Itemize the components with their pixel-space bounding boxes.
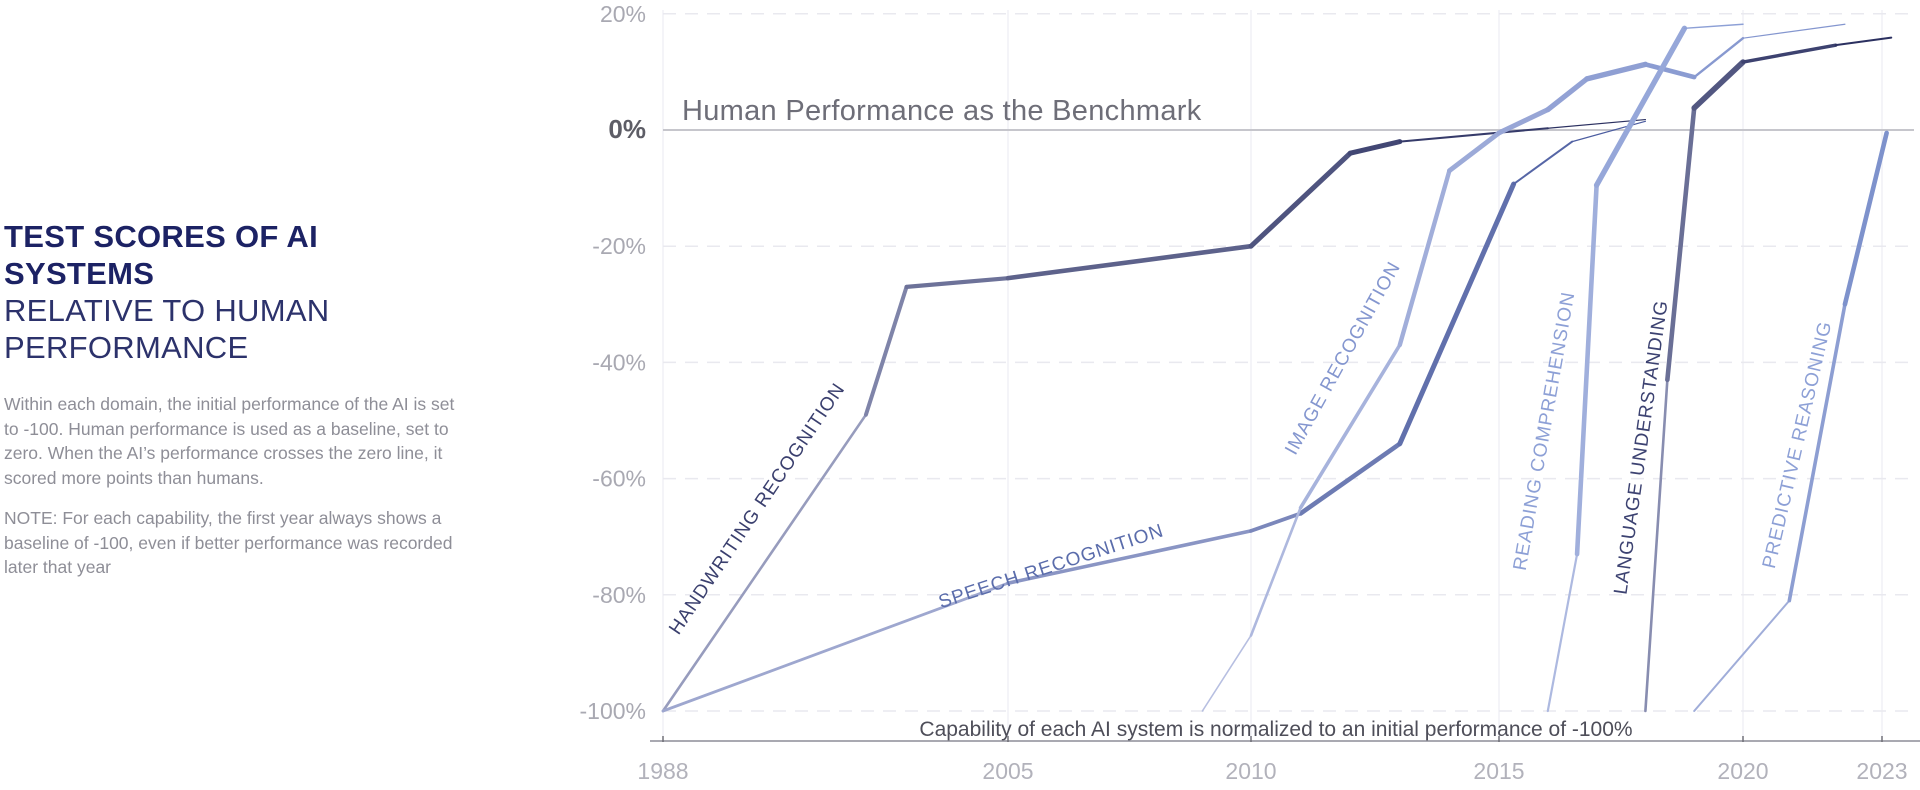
series-speech-segment: [1298, 441, 1403, 516]
chart-description: Within each domain, the initial performa…: [4, 394, 455, 488]
y-tick-label--20%: -20%: [592, 233, 646, 259]
left-text-panel: TEST SCORES OF AI SYSTEMS RELATIVE TO HU…: [4, 218, 466, 580]
series-predictive-segment: [1787, 302, 1847, 603]
series-reading-segment: [1683, 23, 1744, 30]
series-handwriting-segment: [1347, 139, 1403, 156]
series-language-segment: [1644, 378, 1669, 713]
page-title: TEST SCORES OF AI SYSTEMS: [4, 219, 318, 291]
series-label-handwriting: HANDWRITING RECOGNITION: [665, 379, 849, 638]
series-language-segment: [1834, 36, 1893, 47]
y-tick-label-0%: 0%: [608, 114, 646, 144]
series-reading-segment: [1546, 553, 1579, 713]
chart-note: NOTE: For each capability, the first yea…: [4, 508, 453, 577]
series-label-speech: SPEECH RECOGNITION: [936, 520, 1166, 613]
series-speech-segment: [1397, 181, 1517, 447]
y-tick-label--80%: -80%: [592, 582, 646, 608]
series-image-segment: [1249, 506, 1302, 637]
series-handwriting-segment: [661, 413, 868, 713]
y-tick-label--100%: -100%: [580, 698, 646, 724]
series-label-reading: READING COMPREHENSION: [1510, 290, 1580, 572]
x-tick-label-2010: 2010: [1225, 758, 1276, 784]
y-tick-label-20%: 20%: [600, 1, 646, 27]
series-handwriting-segment: [1248, 150, 1353, 249]
series-language-segment: [1741, 43, 1838, 64]
x-tick-label-2005: 2005: [982, 758, 1033, 784]
series-speech-segment: [1512, 140, 1574, 186]
series-image-segment: [1397, 168, 1452, 348]
series-image-segment: [1643, 62, 1697, 80]
series-image-segment: [1496, 107, 1551, 136]
series-image-segment: [1584, 61, 1649, 82]
series-predictive-segment: [1693, 599, 1791, 712]
series-speech-segment: [1006, 529, 1253, 585]
series-speech-segment: [661, 581, 1010, 713]
x-tick-label-2015: 2015: [1473, 758, 1524, 784]
series-language-segment: [1665, 105, 1697, 383]
x-tick-label-2023: 2023: [1856, 758, 1907, 784]
series-handwriting-segment: [863, 284, 909, 417]
series-language-segment: [1691, 59, 1746, 111]
series-image-segment: [1447, 130, 1502, 174]
benchmark-annotation: Human Performance as the Benchmark: [682, 95, 1202, 127]
series-image-segment: [1692, 37, 1745, 79]
series-reading-segment: [1593, 25, 1688, 188]
series-image-segment: [1545, 76, 1590, 113]
series-label-predictive: PREDICTIVE REASONING: [1759, 319, 1836, 571]
series-handwriting-segment: [1005, 243, 1254, 281]
series-reading-segment: [1574, 182, 1599, 557]
series-handwriting-segment: [904, 276, 1011, 289]
page-subtitle: RELATIVE TO HUMAN PERFORMANCE: [4, 293, 330, 365]
y-tick-label--60%: -60%: [592, 466, 646, 492]
series-image-segment: [1298, 343, 1402, 510]
series-image-segment: [1201, 634, 1252, 712]
series-predictive-segment: [1842, 130, 1889, 307]
x-tick-label-2020: 2020: [1717, 758, 1768, 784]
series-image-segment: [1742, 23, 1846, 39]
normalization-note: Capability of each AI system is normaliz…: [919, 718, 1632, 741]
series-label-image: IMAGE RECOGNITION: [1281, 258, 1405, 458]
series-handwriting-segment: [1547, 118, 1647, 129]
y-tick-label--40%: -40%: [592, 349, 646, 375]
series-handwriting-segment: [1398, 127, 1549, 143]
series-speech-segment: [1249, 511, 1303, 533]
series-speech-segment: [1571, 120, 1647, 143]
x-tick-label-1988: 1988: [637, 758, 688, 784]
